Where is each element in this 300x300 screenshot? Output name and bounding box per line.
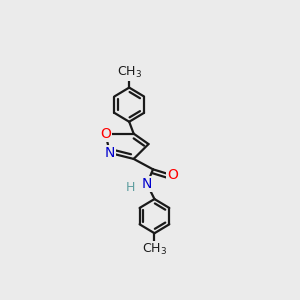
Text: N: N bbox=[105, 146, 115, 160]
Text: N: N bbox=[142, 177, 152, 191]
Text: O: O bbox=[100, 127, 111, 141]
Text: CH$_3$: CH$_3$ bbox=[142, 242, 167, 257]
Text: CH$_3$: CH$_3$ bbox=[117, 65, 142, 80]
Text: O: O bbox=[167, 168, 178, 182]
Text: H: H bbox=[126, 181, 135, 194]
